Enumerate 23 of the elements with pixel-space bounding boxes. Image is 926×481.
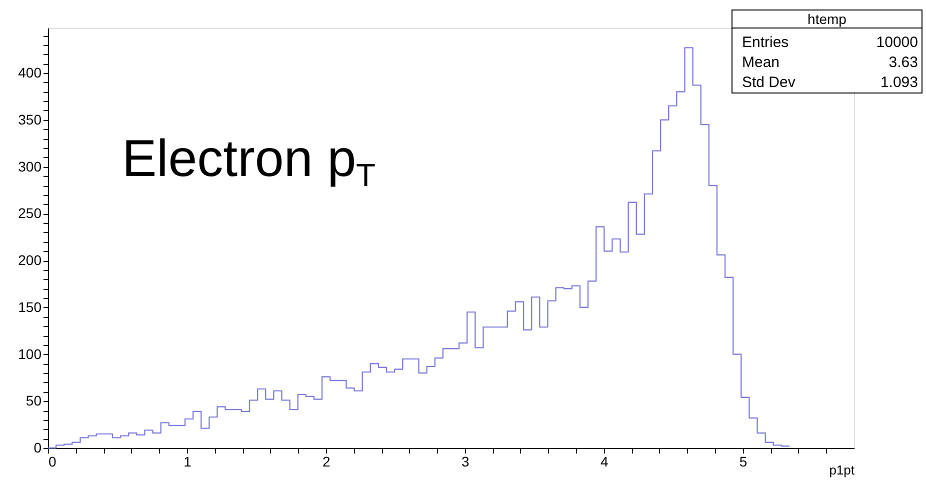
y-tick-label: 400: [18, 64, 42, 80]
y-tick-label: 250: [18, 205, 42, 222]
x-tick-label: 1: [184, 454, 192, 470]
text: 3.63: [888, 54, 918, 71]
annotation: Mean: [742, 54, 780, 71]
annotation: Std Dev: [742, 74, 796, 91]
x-tick-label: 2: [322, 454, 331, 470]
y-tick-label: 100: [18, 346, 42, 362]
text: 10000: [876, 34, 918, 51]
y-tick-label: 200: [18, 252, 42, 268]
x-tick-label: 4: [600, 454, 608, 470]
y-tick-label: 0: [34, 440, 42, 456]
y-tick-label: 350: [18, 111, 42, 128]
y-tick-label: 50: [26, 392, 42, 409]
x-tick-label: 5: [739, 454, 748, 470]
y-tick-label: 300: [18, 158, 42, 174]
x-axis-title: p1pt: [829, 462, 855, 478]
x-tick-label: 3: [462, 454, 470, 470]
x-tick-label: 0: [48, 454, 56, 470]
text: 1.093: [880, 74, 918, 91]
text: htemp: [808, 11, 847, 27]
annotation: Entries: [742, 34, 789, 51]
y-tick-label: 150: [18, 298, 42, 315]
